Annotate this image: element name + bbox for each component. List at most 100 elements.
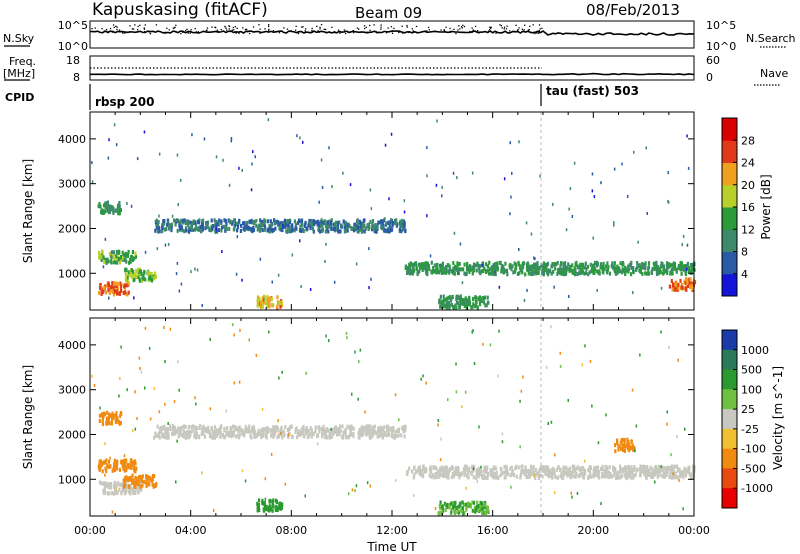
echo-cell (274, 508, 277, 512)
echo-cell (105, 458, 108, 463)
echo-cell (126, 278, 129, 283)
echo-cell (659, 264, 662, 269)
echo-cell (613, 261, 616, 266)
echo-cell (304, 222, 306, 226)
echo-cell (541, 469, 544, 473)
echo-cell (261, 501, 264, 505)
echo-cell (233, 333, 235, 337)
echo-cell (98, 459, 101, 464)
echo-cell (448, 505, 451, 510)
echo-cell (576, 491, 579, 495)
echo-cell (285, 222, 288, 227)
echo-cell (633, 150, 635, 154)
colorbar-swatch (722, 488, 737, 509)
echo-cell (130, 204, 133, 208)
nsearch-dot (242, 27, 244, 29)
echo-cell (198, 435, 201, 440)
echo-cell (485, 506, 489, 510)
echo-cell (275, 504, 278, 509)
echo-cell (654, 480, 656, 484)
echo-cell (304, 494, 306, 498)
echo-cell (382, 433, 385, 438)
echo-cell (440, 437, 442, 441)
echo-cell (458, 262, 461, 266)
echo-cell (482, 263, 485, 268)
echo-cell (300, 218, 304, 223)
echo-cell (164, 243, 167, 247)
echo-cell (118, 250, 121, 254)
echo-cell (453, 231, 456, 235)
echo-cell (623, 441, 626, 446)
echo-cell (180, 218, 183, 223)
echo-cell (219, 435, 222, 439)
echo-cell (123, 458, 126, 463)
echo-cell (426, 146, 428, 150)
echo-cell (110, 285, 113, 290)
echo-cell (262, 430, 265, 435)
echo-cell (556, 271, 559, 276)
echo-cell (133, 256, 136, 261)
echo-cell (471, 271, 474, 276)
echo-cell (604, 264, 608, 269)
nsearch-dot (539, 28, 541, 30)
echo-cell (275, 425, 278, 430)
echo-cell (589, 262, 592, 267)
echo-cell (179, 428, 182, 433)
echo-cell (103, 286, 106, 290)
echo-cell (624, 267, 627, 272)
echo-cell (655, 272, 659, 276)
echo-cell (458, 305, 461, 309)
echo-cell (667, 171, 669, 175)
nsearch-dot (323, 28, 325, 30)
echo-cell (563, 267, 566, 272)
echo-cell (280, 432, 283, 437)
echo-cell (232, 430, 235, 434)
cpid-segment-rbsp: rbsp 200 (95, 95, 154, 109)
echo-cell (681, 471, 684, 476)
echo-cell (565, 265, 568, 270)
echo-cell (240, 223, 243, 228)
echo-cell (201, 471, 203, 475)
echo-cell (165, 227, 168, 232)
echo-cell (144, 250, 147, 254)
echo-cell (495, 470, 498, 475)
nsearch-dot (517, 29, 519, 31)
echo-cell (175, 480, 177, 484)
echo-cell (376, 225, 379, 230)
echo-cell (133, 459, 136, 464)
echo-cell (215, 228, 218, 233)
echo-cell (559, 351, 561, 355)
echo-cell (448, 466, 451, 471)
echo-cell (135, 268, 138, 273)
nsearch-dot (109, 27, 112, 30)
echo-cell (381, 426, 385, 431)
echo-cell (114, 417, 117, 422)
echo-cell (279, 505, 282, 510)
echo-cell (124, 268, 127, 273)
echo-cell (500, 467, 503, 472)
nsearch-dot (500, 25, 502, 27)
echo-cell (471, 171, 474, 175)
echo-cell (131, 490, 135, 495)
echo-cell (133, 462, 136, 467)
x-tick-label: 20:00 (577, 524, 609, 537)
echo-cell (468, 270, 471, 274)
echo-cell (303, 223, 307, 228)
echo-cell (129, 488, 132, 493)
echo-cell (180, 282, 183, 286)
echo-cell (144, 386, 146, 390)
echo-cell (481, 263, 483, 267)
echo-cell (369, 426, 372, 431)
echo-cell (124, 487, 127, 492)
echo-cell (606, 267, 609, 272)
nsearch-dot (155, 24, 158, 26)
echo-cell (158, 214, 160, 218)
echo-cell (420, 469, 423, 474)
nsearch-dot (268, 28, 270, 31)
echo-cell (625, 476, 629, 481)
echo-cell (436, 263, 439, 268)
echo-cell (567, 398, 569, 402)
echo-cell (341, 424, 344, 429)
echo-cell (504, 475, 507, 480)
